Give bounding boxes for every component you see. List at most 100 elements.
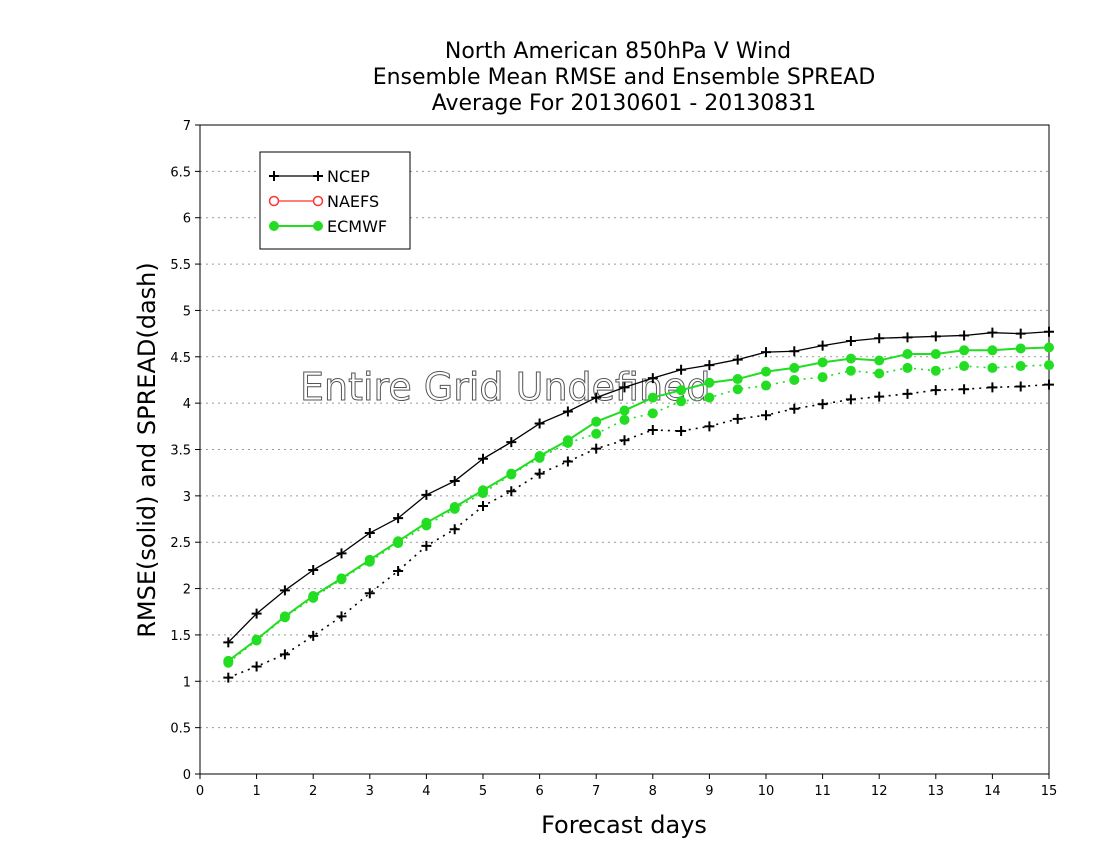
data-point-ecmwf-spread <box>251 635 262 646</box>
data-point-ncep-rmse <box>761 347 771 358</box>
data-point-ecmwf-spread <box>676 396 687 407</box>
data-point-ecmwf-spread <box>336 574 347 585</box>
legend-marker <box>269 171 279 181</box>
data-point-ecmwf-rmse <box>647 392 658 403</box>
data-point-ncep-rmse <box>619 382 630 393</box>
data-point-ecmwf-spread <box>959 361 970 372</box>
data-point-ncep-rmse <box>308 565 319 576</box>
data-point-ecmwf-spread <box>930 365 941 376</box>
data-point-ecmwf-spread <box>478 488 488 499</box>
data-point-ncep-spread <box>478 501 488 512</box>
data-point-ncep-spread <box>647 425 658 436</box>
data-point-ecmwf-rmse <box>902 349 913 360</box>
y-tick-label: 4.5 <box>170 351 191 366</box>
data-point-ecmwf-rmse <box>1015 343 1026 354</box>
data-point-ncep-spread <box>562 456 573 467</box>
legend-marker <box>269 221 279 231</box>
legend: NCEP NAEFS ECMWF <box>259 151 411 250</box>
data-point-ncep-rmse <box>987 327 998 338</box>
data-point-ncep-spread <box>732 413 743 424</box>
data-point-ncep-rmse <box>251 608 262 619</box>
legend-label: NAEFS <box>327 192 379 211</box>
series-line-ncep-spread <box>228 383 1050 679</box>
legend-marker <box>312 195 324 207</box>
legend-item-ncep: NCEP <box>269 167 370 186</box>
series-ecmwf-spread <box>223 360 1054 668</box>
x-axis-title: Forecast days <box>541 811 707 839</box>
data-point-ecmwf-spread <box>817 372 828 383</box>
x-axis: 0 1 2 3 4 5 6 7 8 9 10 11 12 13 14 15 <box>196 774 1057 799</box>
title-line-2: Ensemble Mean RMSE and Ensemble SPREAD <box>373 65 876 90</box>
grid-lines <box>200 170 1049 729</box>
x-tick-label: 2 <box>309 784 317 799</box>
data-point-ecmwf-spread <box>308 592 319 603</box>
data-point-ecmwf-rmse <box>845 353 856 364</box>
data-point-ncep-spread <box>534 468 545 479</box>
data-point-ncep-rmse <box>223 637 234 648</box>
data-point-ncep-spread <box>845 394 856 405</box>
data-point-ncep-rmse <box>506 437 517 448</box>
data-point-ecmwf-spread <box>1015 361 1026 372</box>
x-tick-label: 0 <box>196 784 204 799</box>
data-point-ncep-rmse <box>789 346 800 357</box>
data-point-ncep-spread <box>364 588 375 599</box>
data-point-ncep-rmse <box>902 332 913 343</box>
x-tick-label: 8 <box>649 784 657 799</box>
y-tick-label: 1.5 <box>170 629 191 644</box>
x-tick-label: 1 <box>252 784 260 799</box>
data-point-ecmwf-rmse <box>987 345 998 356</box>
data-point-ncep-spread <box>506 486 517 497</box>
data-point-ncep-spread <box>817 399 828 410</box>
x-tick-label: 14 <box>984 784 1001 799</box>
legend-marker <box>313 171 323 181</box>
data-point-ecmwf-spread <box>845 365 856 376</box>
data-point-ncep-spread <box>591 443 602 454</box>
data-point-ecmwf-spread <box>506 469 517 480</box>
data-point-ncep-rmse <box>421 489 432 500</box>
data-point-ncep-rmse <box>336 548 347 559</box>
data-point-ecmwf-rmse <box>930 349 941 360</box>
data-point-ecmwf-spread <box>874 368 885 379</box>
data-point-ecmwf-rmse <box>817 357 828 368</box>
y-tick-label: 5.5 <box>170 258 191 273</box>
data-point-ncep-spread <box>930 385 941 396</box>
y-tick-label: 2.5 <box>170 536 191 551</box>
data-point-ncep-spread <box>279 649 290 660</box>
data-point-ecmwf-spread <box>534 452 545 463</box>
data-point-ecmwf-rmse <box>704 377 715 388</box>
y-tick-label: 4 <box>183 397 191 412</box>
data-point-ecmwf-rmse <box>789 362 800 373</box>
y-tick-label: 3.5 <box>170 444 191 459</box>
data-point-ncep-spread <box>393 565 404 576</box>
x-tick-label: 6 <box>535 784 543 799</box>
y-axis: 0 0.5 1 1.5 2 2.5 3 3.5 4 4.5 5 5.5 6 6.5 7 <box>170 119 200 783</box>
series-line-ecmwf-spread <box>227 364 1050 664</box>
data-point-ecmwf-spread <box>223 657 234 668</box>
data-point-ecmwf-rmse <box>619 405 630 416</box>
data-point-ncep-spread <box>1044 379 1054 390</box>
data-point-ecmwf-spread <box>364 556 375 567</box>
data-point-ecmwf-spread <box>591 428 602 439</box>
data-point-ncep-rmse <box>364 527 375 538</box>
data-point-ncep-spread <box>449 524 460 535</box>
x-tick-label: 11 <box>814 784 831 799</box>
legend-marker <box>313 221 323 231</box>
data-point-ncep-rmse <box>676 364 687 375</box>
title-line-3: Average For 20130601 - 20130831 <box>432 91 817 116</box>
data-point-ncep-rmse <box>732 354 743 365</box>
data-point-ncep-spread <box>789 403 800 414</box>
series-ncep-rmse <box>223 326 1054 648</box>
data-point-ncep-rmse <box>393 513 404 524</box>
y-tick-label: 0 <box>183 768 191 783</box>
x-tick-label: 13 <box>928 784 945 799</box>
data-point-ncep-rmse <box>817 340 828 351</box>
data-point-ecmwf-spread <box>393 538 404 549</box>
title-line-1: North American 850hPa V Wind <box>445 39 791 64</box>
data-point-ecmwf-rmse <box>676 385 687 396</box>
data-point-ecmwf-spread <box>704 392 715 403</box>
x-tick-label: 5 <box>479 784 487 799</box>
data-point-ecmwf-spread <box>732 384 743 395</box>
data-point-ecmwf-spread <box>619 414 630 425</box>
data-point-ncep-spread <box>959 384 970 395</box>
